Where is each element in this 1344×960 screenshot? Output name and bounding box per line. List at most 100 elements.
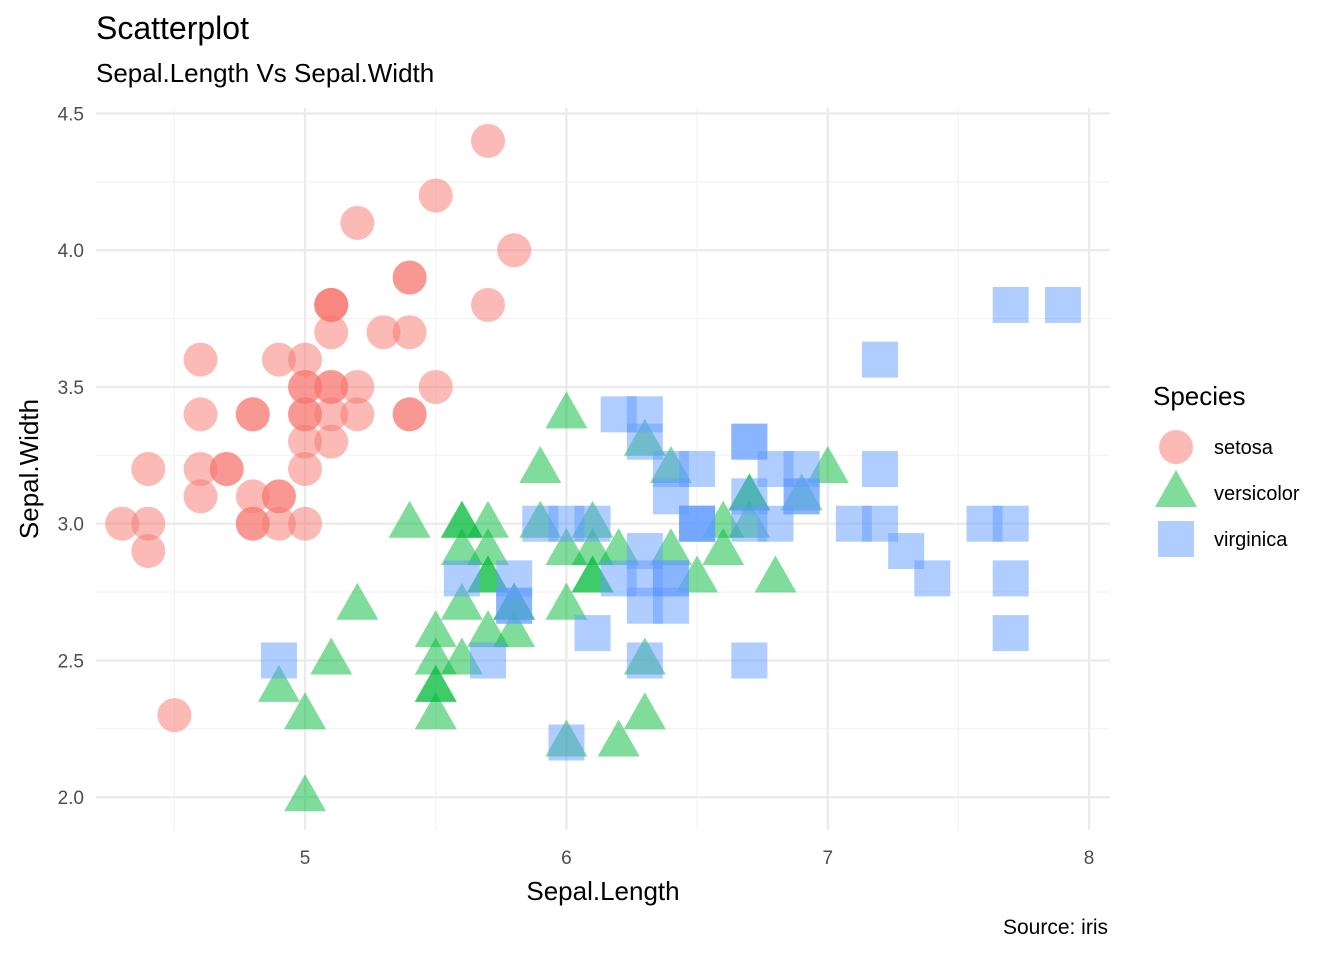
virginica-point [443, 560, 480, 597]
setosa-point [209, 452, 244, 486]
setosa-point [288, 424, 323, 459]
virginica-point [1044, 286, 1081, 323]
versicolor-point [414, 637, 457, 675]
versicolor-point [414, 610, 457, 648]
versicolor-point [519, 446, 562, 484]
y-axis-ticks: 2.0 2.5 3.0 3.5 4.0 4.5 [58, 104, 84, 809]
setosa-point [235, 397, 270, 432]
setosa-point [235, 506, 270, 541]
legend: Species setosa versicolor virginica [1153, 381, 1300, 562]
setosa-point [183, 479, 218, 514]
setosa-point [131, 452, 166, 486]
setosa-point [288, 506, 323, 541]
setosa-point [340, 397, 375, 432]
setosa-point [314, 424, 349, 459]
versicolor-point [493, 610, 536, 648]
virginica-point [496, 587, 533, 624]
versicolor-point [597, 719, 640, 757]
virginica-point [470, 642, 507, 679]
virginica-point [522, 505, 559, 542]
versicolor-point [545, 391, 588, 429]
y-tick-label: 3.0 [58, 515, 84, 536]
setosa-point [183, 342, 218, 377]
setosa-point [288, 342, 323, 377]
setosa-point [105, 506, 140, 541]
virginica-point [992, 560, 1029, 597]
x-tick-label: 6 [561, 848, 572, 869]
virginica-point [626, 560, 663, 597]
setosa-point [418, 369, 453, 404]
setosa-point [392, 260, 427, 295]
setosa-point [261, 479, 296, 514]
setosa-point [392, 397, 427, 432]
setosa-point [288, 452, 323, 486]
setosa-point [366, 315, 401, 350]
y-tick-label: 3.5 [58, 378, 84, 399]
chart-subtitle: Sepal.Length Vs Sepal.Width [96, 58, 435, 88]
setosa-point [471, 123, 506, 158]
x-tick-label: 7 [822, 848, 833, 869]
setosa-point [288, 397, 323, 432]
setosa-point [392, 315, 427, 350]
virginica-point [731, 423, 768, 460]
virginica-point [626, 642, 663, 679]
versicolor-point [414, 692, 457, 730]
legend-key-virginica [1158, 521, 1194, 557]
setosa-point [157, 698, 192, 733]
y-axis-title: Sepal.Width [14, 399, 44, 539]
chart-caption: Source: iris [1002, 916, 1108, 939]
setosa-point [418, 178, 453, 213]
setosa-point [183, 397, 218, 432]
versicolor-point [414, 664, 457, 702]
virginica-point [992, 505, 1029, 542]
setosa-point [261, 506, 296, 541]
virginica-point [992, 615, 1029, 652]
versicolor-point [467, 528, 510, 566]
setosa-point [314, 315, 349, 350]
x-tick-label: 5 [300, 848, 311, 869]
setosa-point [340, 205, 375, 240]
virginica-point [260, 642, 297, 679]
y-tick-label: 2.0 [58, 788, 84, 809]
chart-title: Scatterplot [96, 10, 249, 46]
versicolor-point [284, 774, 327, 812]
virginica-point [862, 451, 899, 487]
versicolor-point [702, 528, 745, 566]
virginica-point [679, 505, 716, 542]
setosa-point [314, 369, 349, 404]
versicolor-point [388, 500, 431, 538]
y-tick-label: 2.5 [58, 651, 84, 672]
x-tick-label: 8 [1084, 848, 1095, 869]
x-axis-ticks: 5 6 7 8 [300, 848, 1095, 869]
legend-key-versicolor [1155, 470, 1197, 508]
data-marks [105, 123, 1081, 812]
versicolor-point [623, 692, 666, 730]
setosa-point [261, 342, 296, 377]
versicolor-point [467, 500, 510, 538]
virginica-point [574, 615, 611, 652]
setosa-point [235, 479, 270, 514]
legend-label-virginica: virginica [1214, 529, 1288, 551]
virginica-point [992, 286, 1029, 323]
y-tick-label: 4.5 [58, 104, 84, 125]
y-tick-label: 4.0 [58, 241, 84, 262]
setosa-point [340, 369, 375, 404]
minor-grid [96, 108, 1110, 830]
x-axis-title: Sepal.Length [526, 876, 679, 906]
versicolor-point [754, 555, 797, 593]
setosa-point [183, 452, 218, 486]
setosa-point [314, 287, 349, 322]
virginica-point [914, 560, 951, 597]
versicolor-point [336, 582, 379, 620]
legend-title: Species [1153, 381, 1246, 411]
versicolor-point [284, 692, 327, 730]
legend-key-setosa [1159, 430, 1193, 464]
virginica-point [862, 505, 899, 542]
virginica-point [731, 642, 768, 679]
virginica-point [731, 505, 768, 542]
legend-label-versicolor: versicolor [1214, 483, 1300, 505]
versicolor-point [545, 582, 588, 620]
versicolor-point [257, 664, 300, 702]
